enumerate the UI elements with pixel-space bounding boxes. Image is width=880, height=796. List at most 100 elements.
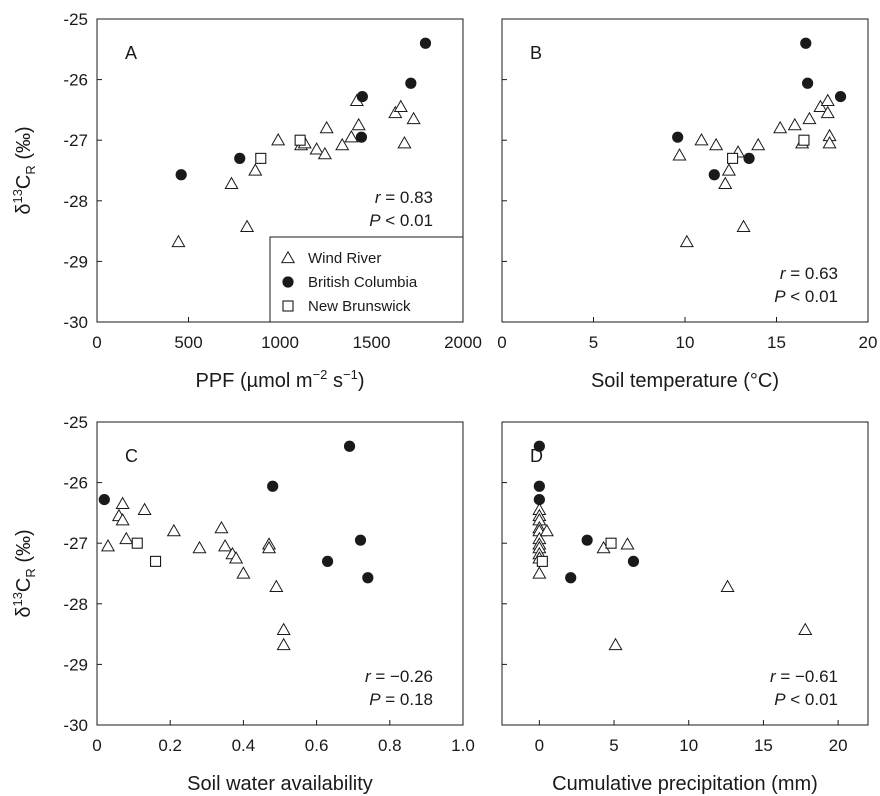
x-tick-label: 20	[859, 333, 878, 352]
data-point	[565, 572, 577, 584]
data-point	[743, 152, 755, 164]
x-tick-label: 500	[174, 333, 202, 352]
series-wind-river	[100, 496, 291, 651]
data-point	[708, 169, 720, 181]
series-british-columbia	[175, 37, 432, 181]
y-tick-label: -26	[63, 474, 88, 493]
y-tick-label: -25	[63, 413, 88, 432]
data-point	[581, 534, 593, 546]
data-point	[820, 93, 835, 106]
data-point	[672, 148, 687, 161]
data-point	[406, 111, 421, 125]
x-tick-label: 10	[676, 333, 695, 352]
data-point	[137, 502, 152, 516]
x-tick-label: 2000	[444, 333, 482, 352]
r-statistic: r = −0.26	[365, 667, 433, 686]
x-tick-label: 10	[679, 736, 698, 755]
legend-box	[269, 236, 464, 323]
y-tick-label: -29	[63, 252, 88, 271]
p-statistic: P = 0.18	[369, 690, 433, 709]
legend: Wind River British Columbia New Brunswick	[269, 236, 464, 323]
data-point	[269, 579, 284, 592]
y-tick-label: -30	[63, 716, 88, 735]
x-tick-label: 0.8	[378, 736, 402, 755]
data-point	[309, 142, 324, 155]
data-point	[694, 132, 709, 146]
data-point	[276, 637, 291, 651]
p-statistic: P < 0.01	[774, 690, 838, 709]
panel-letter: C	[125, 446, 138, 466]
data-point	[679, 234, 694, 248]
series-new-brunswick	[131, 537, 162, 567]
data-point	[335, 137, 350, 151]
data-point	[536, 555, 548, 567]
x-tick-label: 0	[92, 736, 101, 755]
series-new-brunswick	[255, 134, 306, 164]
x-tick-label: 5	[589, 333, 598, 352]
y-tick-label: -28	[63, 595, 88, 614]
x-tick-label: 5	[609, 736, 618, 755]
x-tick-label: 15	[767, 333, 786, 352]
data-point	[362, 572, 374, 584]
plot-frame	[501, 421, 869, 726]
data-point	[751, 137, 766, 151]
data-point	[98, 493, 110, 506]
panel-letter: B	[530, 43, 542, 63]
data-point	[351, 117, 366, 131]
data-point	[261, 540, 277, 554]
y-tick-label: -30	[63, 313, 88, 332]
legend-marker	[282, 276, 294, 288]
panel-b: 0 5 10 15 20 Br = 0.63 P < 0.01 Soil temperatur…	[497, 18, 878, 392]
data-point	[239, 219, 255, 233]
data-point	[802, 77, 814, 89]
data-point	[798, 134, 810, 146]
r-statistic: r = 0.63	[780, 264, 838, 283]
data-point	[343, 440, 356, 452]
data-point	[813, 99, 828, 113]
data-point	[608, 637, 623, 651]
data-point	[802, 111, 817, 125]
data-point	[344, 129, 359, 143]
data-point	[131, 537, 143, 549]
data-point	[533, 493, 545, 506]
y-tick-label: -25	[63, 10, 88, 29]
legend-marker	[280, 250, 296, 264]
x-axis-label: PPF (µmol m−2 s−1)	[196, 367, 365, 392]
x-tick-label: 0	[92, 333, 101, 352]
data-point	[224, 176, 239, 189]
plot-frame	[96, 421, 464, 726]
legend-label: Wind River	[308, 250, 381, 267]
data-point	[115, 512, 130, 526]
data-point	[100, 539, 116, 552]
panel-letter: A	[125, 43, 137, 63]
x-tick-label: 1000	[261, 333, 299, 352]
data-point	[727, 152, 739, 164]
data-point	[119, 531, 134, 545]
data-point	[539, 523, 554, 537]
data-point	[736, 219, 751, 233]
panel-a: -25 -26 -27 -28 -29 -300 500 1000 1500 2000 Ar = 0…	[10, 10, 482, 392]
x-tick-label: 0.6	[305, 736, 329, 755]
data-point	[355, 131, 368, 143]
data-point	[605, 537, 617, 549]
p-statistic: P < 0.01	[369, 211, 433, 230]
data-point	[294, 134, 306, 146]
data-point	[405, 77, 417, 89]
data-point	[388, 105, 403, 119]
x-tick-label: 0.2	[158, 736, 182, 755]
data-point	[798, 622, 813, 636]
data-point	[175, 169, 187, 181]
data-point	[234, 152, 246, 164]
data-point	[276, 622, 291, 636]
data-point	[620, 537, 635, 550]
data-point	[800, 37, 812, 49]
data-point	[627, 555, 640, 567]
data-point	[319, 120, 334, 134]
y-tick-label: -28	[63, 192, 88, 211]
legend-label: British Columbia	[308, 274, 418, 291]
series-british-columbia	[98, 440, 374, 584]
data-point	[267, 480, 279, 492]
data-point	[115, 496, 130, 509]
